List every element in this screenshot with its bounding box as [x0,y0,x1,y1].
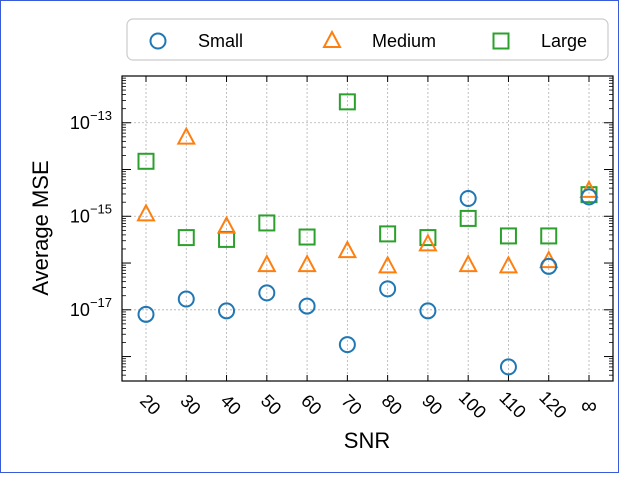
y-tick-label: 10−17 [70,295,112,320]
x-tick-label: 40 [217,391,245,419]
x-tick-label: 20 [136,391,164,419]
small-point [499,358,517,376]
medium-point [579,179,599,198]
medium-point [297,254,317,273]
x-tick-label: 70 [337,391,365,419]
legend-medium-label: Medium [372,31,436,51]
medium-point [176,126,196,145]
y-tick-label: 10−15 [70,201,112,226]
x-tick-label: 90 [418,391,446,419]
x-tick-labels: 20 30 40 50 60 70 80 90 100 110 120 ∞ [136,387,597,422]
legend-large-label: Large [541,31,587,51]
large-point [419,229,437,247]
small-point [218,302,236,320]
small-point [137,305,155,323]
small-point [540,257,558,275]
medium-point [377,255,398,274]
large-point [137,152,155,170]
y-tick-labels: 10−13 10−15 10−17 [70,108,112,320]
large-point [338,93,356,111]
large-point [459,209,477,227]
x-tick-label: 80 [378,391,406,419]
legend-box [126,18,609,61]
large-point [379,225,397,243]
x-tick-label: 110 [495,388,529,422]
medium-point [498,255,519,274]
small-point [258,284,276,302]
x-tick-label: 100 [455,387,490,422]
y-tick-label: 10−13 [70,108,112,133]
small-point [459,189,477,207]
medium-point [136,203,156,222]
large-point [499,227,517,245]
large-point [298,228,316,246]
large-point [258,214,276,232]
medium-point [337,239,358,259]
x-axis-label: SNR [344,428,390,453]
plot-border [121,75,614,382]
small-point [338,336,356,354]
y-axis-label: Average MSE [28,160,53,295]
small-point [379,280,397,298]
small-point [177,290,195,308]
small-point [419,302,437,320]
x-tick-label: 60 [297,391,325,419]
legend-small-marker [149,32,167,50]
data-marks [136,93,599,376]
large-point [177,229,195,247]
medium-point [216,215,237,234]
plot-area [122,76,613,381]
x-tick-label: 120 [535,387,570,422]
legend-large-marker [492,32,510,50]
small-point [580,188,598,206]
medium-point [418,233,438,252]
legend-small-label: Small [198,31,243,51]
x-tick-label: 30 [176,391,204,419]
medium-point [458,254,478,273]
small-point [298,297,316,315]
legend-medium-marker [322,29,342,48]
x-tick-label: ∞ [581,393,597,418]
medium-point [257,254,277,273]
legend: Small Medium Large [126,18,609,61]
x-tick-label: 50 [257,391,285,419]
large-point [540,227,558,245]
